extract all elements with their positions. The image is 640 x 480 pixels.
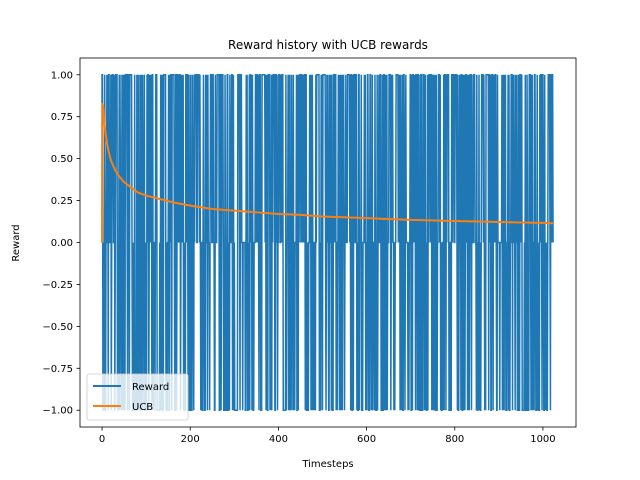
legend-label: UCB bbox=[132, 402, 153, 413]
x-tick-label: 600 bbox=[357, 434, 376, 445]
y-tick-label: −0.75 bbox=[42, 364, 73, 375]
ucb-series bbox=[101, 103, 554, 243]
y-tick-label: 0.50 bbox=[51, 154, 73, 165]
x-tick-label: 400 bbox=[269, 434, 288, 445]
legend-box bbox=[86, 373, 189, 421]
legend-label: Reward bbox=[132, 382, 169, 393]
x-axis-title: Timesteps bbox=[301, 459, 353, 470]
reward-series bbox=[101, 74, 554, 411]
x-tick-label: 1000 bbox=[530, 434, 555, 445]
x-tick-label: 800 bbox=[445, 434, 464, 445]
y-tick-label: 0.25 bbox=[51, 196, 73, 207]
y-axis-ticks: −1.00 −0.75 −0.50 −0.25 0.00 0.25 0.50 0.75 1.00 bbox=[42, 70, 80, 417]
y-tick-label: 0.75 bbox=[51, 112, 73, 123]
y-tick-label: 0.00 bbox=[51, 238, 73, 249]
plot-area bbox=[101, 74, 554, 411]
y-tick-label: −0.50 bbox=[42, 322, 73, 333]
y-axis-title: Reward bbox=[11, 224, 22, 261]
y-tick-label: −0.25 bbox=[42, 280, 73, 291]
legend: Reward UCB bbox=[86, 373, 189, 421]
reward-line bbox=[101, 74, 554, 411]
y-tick-label: −1.00 bbox=[42, 406, 73, 417]
ucb-line bbox=[101, 103, 554, 243]
x-tick-label: 0 bbox=[99, 434, 105, 445]
x-tick-label: 200 bbox=[181, 434, 200, 445]
chart-title: Reward history with UCB rewards bbox=[228, 38, 428, 52]
x-axis-ticks: 0 200 400 600 800 1000 bbox=[99, 427, 556, 445]
y-tick-label: 1.00 bbox=[51, 70, 73, 81]
